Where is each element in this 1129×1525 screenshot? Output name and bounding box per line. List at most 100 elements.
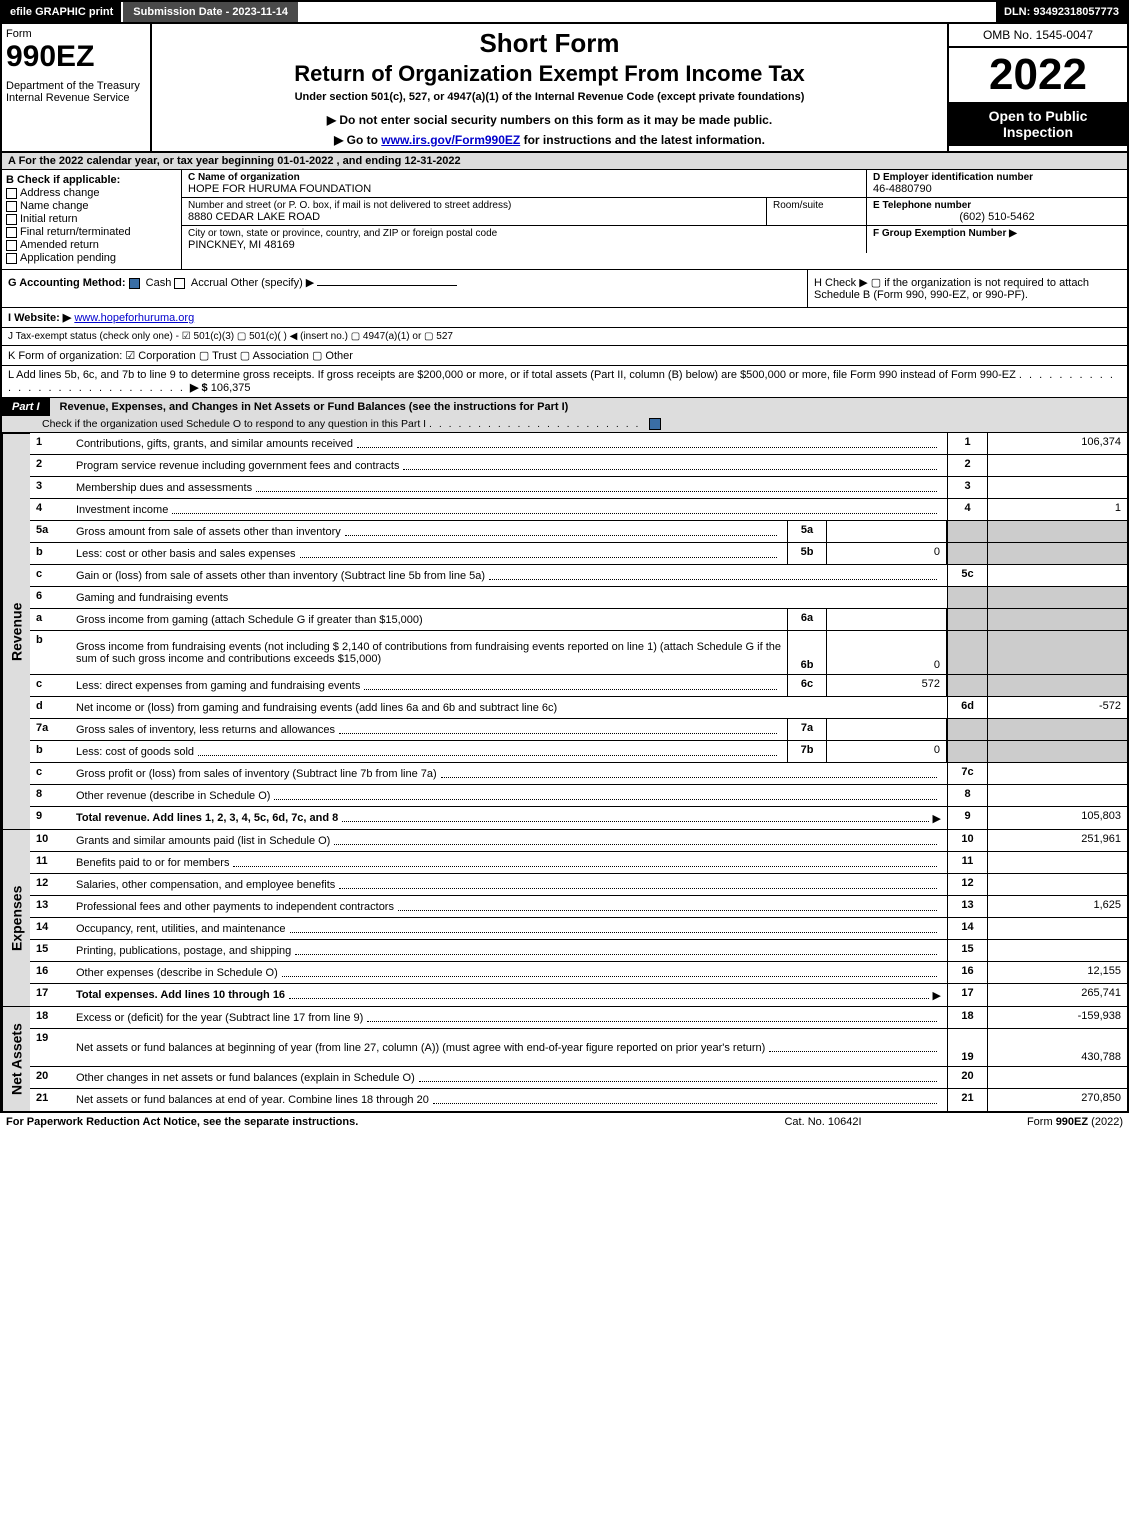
room-suite: Room/suite [767, 198, 867, 225]
side-netassets: Net Assets [2, 1007, 30, 1111]
addr-label: Number and street (or P. O. box, if mail… [188, 200, 760, 211]
line-5b: b Less: cost or other basis and sales ex… [30, 543, 1127, 565]
header-center: Short Form Return of Organization Exempt… [152, 24, 947, 151]
part-1-label: Part I [2, 398, 50, 416]
form-header: Form 990EZ Department of the Treasury In… [0, 24, 1129, 153]
form-number: 990EZ [6, 40, 146, 74]
line-1: 1 Contributions, gifts, grants, and simi… [30, 433, 1127, 455]
tax-year: 2022 [949, 48, 1127, 102]
chk-name-change[interactable]: Name change [6, 200, 177, 212]
line-num: 1 [30, 433, 70, 454]
short-form-title: Short Form [160, 28, 939, 59]
row-city-f: City or town, state or province, country… [182, 226, 1127, 253]
section-g: G Accounting Method: Cash Accrual Other … [2, 270, 807, 307]
city-label: City or town, state or province, country… [188, 228, 860, 239]
line-6a: a Gross income from gaming (attach Sched… [30, 609, 1127, 631]
line-8: 8 Other revenue (describe in Schedule O)… [30, 785, 1127, 807]
chk-amended-return[interactable]: Amended return [6, 239, 177, 251]
line-3: 3 Membership dues and assessments 3 [30, 477, 1127, 499]
f-label: F Group Exemption Number ▶ [873, 228, 1121, 239]
section-d: D Employer identification number 46-4880… [867, 170, 1127, 197]
footer-mid: Cat. No. 10642I [723, 1116, 923, 1128]
side-expenses: Expenses [2, 830, 30, 1006]
website-link[interactable]: www.hopeforhuruma.org [74, 312, 194, 324]
line-7a: 7a Gross sales of inventory, less return… [30, 719, 1127, 741]
chk-cash[interactable] [129, 278, 140, 289]
section-bcdef: B Check if applicable: Address change Na… [0, 170, 1129, 270]
line-9: 9 Total revenue. Add lines 1, 2, 3, 4, 5… [30, 807, 1127, 829]
footer-left: For Paperwork Reduction Act Notice, see … [6, 1116, 723, 1128]
efile-label[interactable]: efile GRAPHIC print [2, 2, 121, 22]
page-footer: For Paperwork Reduction Act Notice, see … [0, 1113, 1129, 1131]
col-cdef: C Name of organization HOPE FOR HURUMA F… [182, 170, 1127, 269]
line-13: 13 Professional fees and other payments … [30, 896, 1127, 918]
g-cash: Cash [146, 277, 172, 289]
line-17: 17 Total expenses. Add lines 10 through … [30, 984, 1127, 1006]
chk-application-pending[interactable]: Application pending [6, 252, 177, 264]
line-4: 4 Investment income 4 1 [30, 499, 1127, 521]
line-11: 11 Benefits paid to or for members 11 [30, 852, 1127, 874]
arrow-icon: ▶ [933, 989, 941, 1002]
line-7c: c Gross profit or (loss) from sales of i… [30, 763, 1127, 785]
line-6: 6 Gaming and fundraising events [30, 587, 1127, 609]
row-addr-e: Number and street (or P. O. box, if mail… [182, 198, 1127, 226]
line-5a: 5a Gross amount from sale of assets othe… [30, 521, 1127, 543]
addr-value: 8880 CEDAR LAKE ROAD [188, 211, 760, 223]
d-label: D Employer identification number [873, 172, 1121, 183]
line-12: 12 Salaries, other compensation, and emp… [30, 874, 1127, 896]
section-j: J Tax-exempt status (check only one) - ☑… [0, 328, 1129, 346]
dln-label: DLN: 93492318057773 [996, 2, 1127, 22]
l-text: L Add lines 5b, 6c, and 7b to line 9 to … [8, 369, 1016, 381]
phone-value: (602) 510-5462 [873, 211, 1121, 223]
line-21: 21 Net assets or fund balances at end of… [30, 1089, 1127, 1111]
form-label: Form [6, 28, 146, 40]
section-f: F Group Exemption Number ▶ [867, 226, 1127, 253]
footer-right: Form 990EZ (2022) [923, 1116, 1123, 1128]
section-k: K Form of organization: ☑ Corporation ▢ … [0, 346, 1129, 366]
section-e: E Telephone number (602) 510-5462 [867, 198, 1127, 225]
line-16: 16 Other expenses (describe in Schedule … [30, 962, 1127, 984]
line-2: 2 Program service revenue including gove… [30, 455, 1127, 477]
omb-number: OMB No. 1545-0047 [949, 24, 1127, 48]
org-name: HOPE FOR HURUMA FOUNDATION [188, 183, 860, 195]
irs-link[interactable]: www.irs.gov/Form990EZ [381, 133, 520, 147]
goto-note: ▶ Go to www.irs.gov/Form990EZ for instru… [160, 133, 939, 147]
line-6c: c Less: direct expenses from gaming and … [30, 675, 1127, 697]
i-label: I Website: ▶ [8, 312, 71, 324]
line-20: 20 Other changes in net assets or fund b… [30, 1067, 1127, 1089]
chk-final-return[interactable]: Final return/terminated [6, 226, 177, 238]
part-1-title: Revenue, Expenses, and Changes in Net As… [50, 398, 1127, 416]
section-gh: G Accounting Method: Cash Accrual Other … [0, 270, 1129, 308]
check-o-box[interactable] [649, 418, 661, 430]
part-1-table: Revenue 1 Contributions, gifts, grants, … [0, 433, 1129, 1113]
line-desc: Contributions, gifts, grants, and simila… [70, 433, 947, 454]
col-num: 1 [947, 433, 987, 454]
section-c-city: City or town, state or province, country… [182, 226, 867, 253]
g-other-blank[interactable] [317, 285, 457, 286]
l-value: 106,375 [211, 382, 251, 394]
top-bar: efile GRAPHIC print Submission Date - 20… [0, 0, 1129, 24]
col-val: 106,374 [987, 433, 1127, 454]
chk-accrual[interactable] [174, 278, 185, 289]
line-7b: b Less: cost of goods sold 7b 0 [30, 741, 1127, 763]
line-5c: c Gain or (loss) from sale of assets oth… [30, 565, 1127, 587]
g-label: G Accounting Method: [8, 277, 126, 289]
section-c-name: C Name of organization HOPE FOR HURUMA F… [182, 170, 867, 197]
section-c-addr: Number and street (or P. O. box, if mail… [182, 198, 767, 225]
chk-address-change[interactable]: Address change [6, 187, 177, 199]
goto-pre: ▶ Go to [334, 133, 381, 147]
g-other: Other (specify) ▶ [231, 277, 315, 289]
line-6b: b Gross income from fundraising events (… [30, 631, 1127, 675]
header-left: Form 990EZ Department of the Treasury In… [2, 24, 152, 151]
line-19: 19 Net assets or fund balances at beginn… [30, 1029, 1127, 1067]
line-18: 18 Excess or (deficit) for the year (Sub… [30, 1007, 1127, 1029]
check-o-text: Check if the organization used Schedule … [42, 418, 426, 430]
chk-initial-return[interactable]: Initial return [6, 213, 177, 225]
line-6d: d Net income or (loss) from gaming and f… [30, 697, 1127, 719]
ssn-note: ▶ Do not enter social security numbers o… [160, 113, 939, 127]
c-label: C Name of organization [188, 172, 860, 183]
side-revenue: Revenue [2, 433, 30, 829]
e-label: E Telephone number [873, 200, 1121, 211]
city-value: PINCKNEY, MI 48169 [188, 239, 860, 251]
dept-label: Department of the Treasury Internal Reve… [6, 80, 146, 104]
